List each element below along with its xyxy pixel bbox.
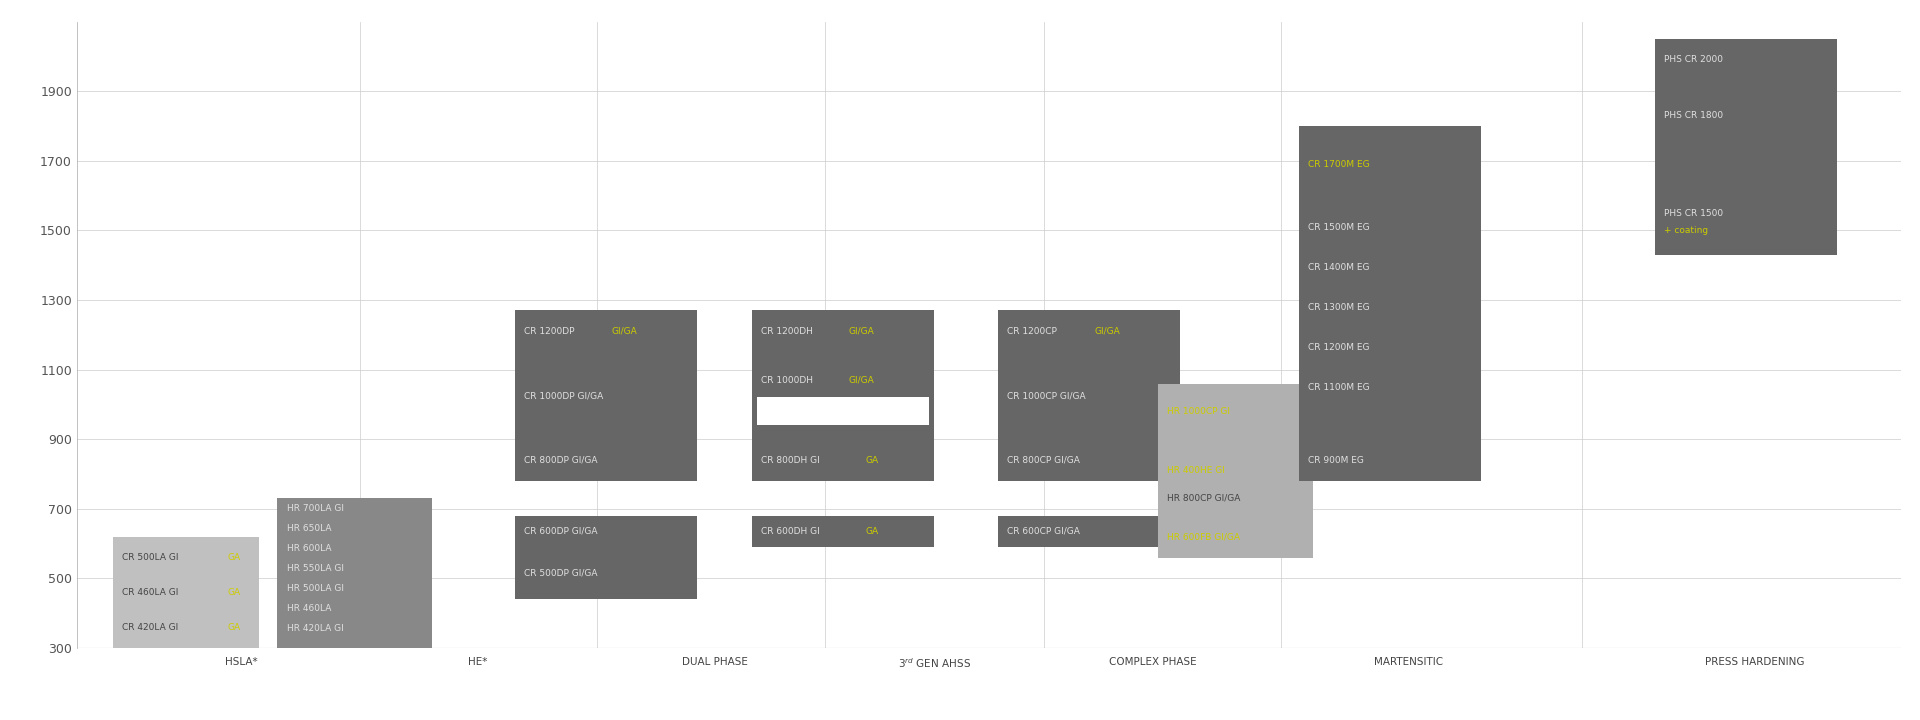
Text: HR 550LA GI: HR 550LA GI xyxy=(286,564,344,572)
Bar xyxy=(1158,439,1313,516)
Bar xyxy=(1298,126,1480,199)
Bar xyxy=(515,516,697,547)
Text: GA: GA xyxy=(866,527,879,536)
Bar xyxy=(113,606,259,648)
Bar xyxy=(998,352,1181,439)
Text: CR 1500M EG: CR 1500M EG xyxy=(1308,222,1369,232)
Text: HR 400HE GI: HR 400HE GI xyxy=(1167,466,1225,475)
Text: GA: GA xyxy=(227,588,240,597)
Text: CR 1000DH: CR 1000DH xyxy=(760,376,816,384)
Text: HR 600LA: HR 600LA xyxy=(286,544,330,553)
Text: GA: GA xyxy=(227,623,240,631)
Text: CR 800DH GI: CR 800DH GI xyxy=(760,456,822,464)
Bar xyxy=(515,352,697,439)
Bar xyxy=(998,310,1181,352)
Text: CR 600DP GI/GA: CR 600DP GI/GA xyxy=(524,527,597,536)
Text: GA: GA xyxy=(866,456,879,464)
Bar xyxy=(751,439,933,481)
Bar xyxy=(113,536,259,578)
Text: CR 1200M EG: CR 1200M EG xyxy=(1308,343,1369,351)
Bar xyxy=(756,397,929,426)
Bar xyxy=(1298,439,1480,481)
Text: GI/GA: GI/GA xyxy=(849,376,874,384)
Text: HR 420LA GI: HR 420LA GI xyxy=(286,624,344,633)
Text: HR 650LA: HR 650LA xyxy=(286,523,330,533)
Text: CR 1200DP: CR 1200DP xyxy=(524,327,578,336)
Text: COMPLEX PHASE: COMPLEX PHASE xyxy=(1110,657,1196,667)
Text: CR 900M EG: CR 900M EG xyxy=(1308,456,1363,464)
Text: PRESS HARDENING: PRESS HARDENING xyxy=(1705,657,1805,667)
Text: PHS CR 2000: PHS CR 2000 xyxy=(1663,55,1722,64)
Bar xyxy=(998,439,1181,481)
Text: CR 1000DP GI/GA: CR 1000DP GI/GA xyxy=(524,391,603,400)
Text: + coating: + coating xyxy=(1663,226,1707,235)
Text: HR 500LA GI: HR 500LA GI xyxy=(286,584,344,593)
Text: HR 600FB GI/GA: HR 600FB GI/GA xyxy=(1167,532,1240,541)
Text: CR 1400M EG: CR 1400M EG xyxy=(1308,263,1369,271)
Text: CR 600CP GI/GA: CR 600CP GI/GA xyxy=(1006,527,1079,536)
Text: CR 1700M EG: CR 1700M EG xyxy=(1308,160,1369,168)
Text: GI/GA: GI/GA xyxy=(1094,327,1121,336)
Bar xyxy=(751,310,933,352)
Text: GA: GA xyxy=(227,553,240,562)
Bar xyxy=(1298,199,1480,439)
Bar xyxy=(515,310,697,352)
Text: CR 500DP GI/GA: CR 500DP GI/GA xyxy=(524,569,597,577)
Text: CR 420LA GI: CR 420LA GI xyxy=(123,623,182,631)
Text: HR 1000CP GI: HR 1000CP GI xyxy=(1167,407,1229,416)
Text: 3$^{rd}$ GEN AHSS: 3$^{rd}$ GEN AHSS xyxy=(897,657,972,670)
Text: CR 1100M EG: CR 1100M EG xyxy=(1308,382,1369,392)
Bar xyxy=(1158,384,1313,439)
Text: HR 800CP GI/GA: HR 800CP GI/GA xyxy=(1167,494,1240,503)
Bar xyxy=(1158,516,1313,557)
Text: HE*: HE* xyxy=(468,657,488,667)
Bar xyxy=(1655,39,1837,255)
Text: CR 460LA GI: CR 460LA GI xyxy=(123,588,182,597)
Bar xyxy=(515,439,697,481)
Text: PHS CR 1500: PHS CR 1500 xyxy=(1663,209,1722,217)
Text: CR 500LA GI: CR 500LA GI xyxy=(123,553,182,562)
Text: CR 1200DH: CR 1200DH xyxy=(760,327,816,336)
Text: CR 600DH GI: CR 600DH GI xyxy=(760,527,822,536)
Text: HR 460LA: HR 460LA xyxy=(286,603,330,613)
Text: HSLA*: HSLA* xyxy=(225,657,257,667)
Text: CR 1200CP: CR 1200CP xyxy=(1006,327,1060,336)
Text: PHS CR 1800: PHS CR 1800 xyxy=(1663,111,1722,120)
Bar xyxy=(276,498,432,648)
Bar xyxy=(998,516,1181,547)
Text: GI/GA: GI/GA xyxy=(849,327,874,336)
Text: CR 1300M EG: CR 1300M EG xyxy=(1308,302,1369,312)
Text: CR 800DP GI/GA: CR 800DP GI/GA xyxy=(524,456,597,464)
Text: CR 800CP GI/GA: CR 800CP GI/GA xyxy=(1006,456,1079,464)
Bar xyxy=(113,578,259,606)
Text: HR 700LA GI: HR 700LA GI xyxy=(286,504,344,513)
Bar xyxy=(515,547,697,599)
Text: MARTENSITIC: MARTENSITIC xyxy=(1373,657,1444,667)
Text: CR 1000CP GI/GA: CR 1000CP GI/GA xyxy=(1006,391,1085,400)
Text: GI/GA: GI/GA xyxy=(611,327,637,336)
Bar xyxy=(751,352,933,439)
Text: DUAL PHASE: DUAL PHASE xyxy=(682,657,749,667)
Bar xyxy=(751,516,933,547)
